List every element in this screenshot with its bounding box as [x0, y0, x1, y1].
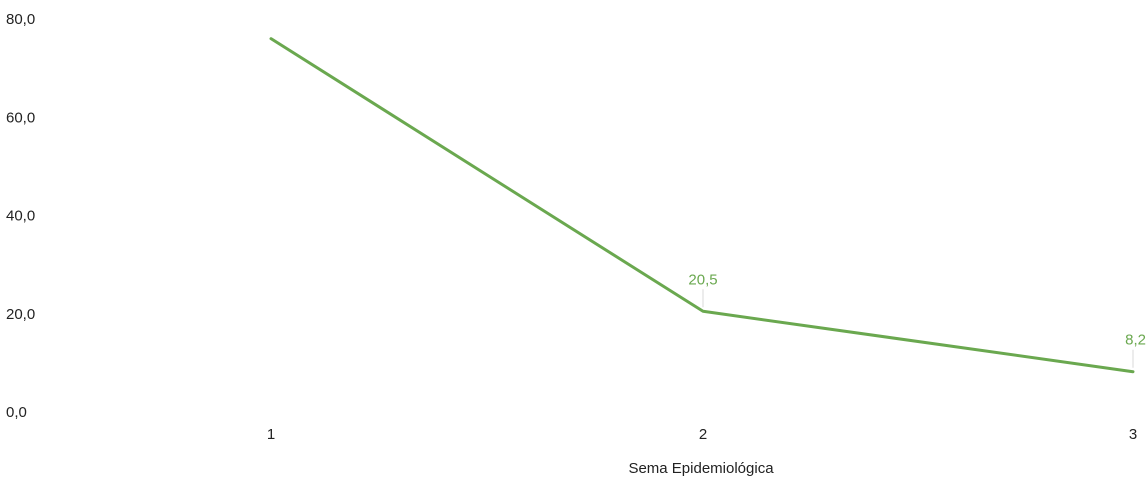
data-label: 8,2 [1125, 332, 1146, 349]
series-line [269, 37, 1135, 374]
y-axis-ticks: 0,0 20,0 40,0 60,0 80,0 [6, 11, 35, 421]
x-axis-title: Sema Epidemiológica [628, 460, 774, 477]
y-tick-label: 20,0 [6, 306, 35, 323]
data-label: 20,5 [688, 271, 717, 288]
series-group [269, 37, 1135, 374]
y-tick-label: 80,0 [6, 11, 35, 28]
x-axis-ticks: 1 2 3 [267, 426, 1137, 443]
x-tick-label: 2 [699, 426, 707, 443]
y-tick-label: 60,0 [6, 109, 35, 126]
x-tick-label: 3 [1129, 426, 1137, 443]
x-tick-label: 1 [267, 426, 275, 443]
y-tick-label: 40,0 [6, 208, 35, 225]
data-labels: 20,5 8,2 [688, 271, 1146, 368]
y-tick-label: 0,0 [6, 404, 27, 421]
